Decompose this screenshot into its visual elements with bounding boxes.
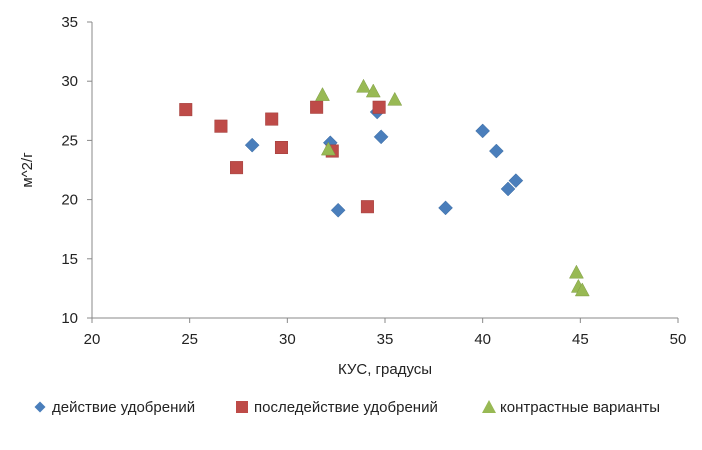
x-tick-label: 35	[377, 331, 394, 348]
data-point	[569, 264, 584, 279]
y-tick-label: 20	[61, 192, 78, 209]
x-tick-label: 20	[84, 331, 101, 348]
data-point	[475, 123, 491, 139]
data-point	[214, 119, 228, 133]
legend-marker	[482, 400, 496, 413]
data-point	[179, 103, 193, 117]
axes	[87, 21, 679, 323]
data-point	[372, 100, 386, 114]
x-tick-label: 40	[474, 331, 491, 348]
x-tick-label: 30	[279, 331, 296, 348]
data-point	[330, 202, 346, 218]
data-point	[315, 87, 330, 101]
legend-label: контрастные варианты	[500, 399, 660, 416]
x-tick-label: 45	[572, 331, 589, 348]
data-point	[365, 83, 381, 98]
data-point	[244, 137, 260, 153]
data-point	[320, 141, 336, 156]
data-point	[310, 100, 324, 114]
data-point	[373, 129, 389, 145]
data-point	[508, 173, 524, 189]
y-tick-label: 10	[61, 310, 78, 327]
y-axis-title: м^2/г	[19, 152, 36, 188]
data-points	[179, 78, 590, 297]
data-point	[230, 161, 244, 175]
data-point	[274, 141, 288, 155]
data-point	[360, 200, 374, 214]
y-tick-label: 30	[61, 73, 78, 90]
legend: действие удобрений последействие удобрени…	[34, 399, 660, 416]
data-point	[500, 181, 516, 197]
legend-label: действие удобрений	[52, 399, 195, 416]
x-tick-label: 25	[181, 331, 198, 348]
data-point	[438, 200, 453, 216]
x-tick-label: 50	[670, 331, 687, 348]
y-tick-label: 15	[61, 251, 78, 268]
y-tick-label: 35	[61, 14, 78, 31]
data-point	[387, 91, 403, 106]
legend-label: последействие удобрений	[254, 399, 438, 416]
y-tick-label: 25	[61, 132, 78, 149]
data-point	[356, 78, 371, 93]
legend-marker	[236, 401, 248, 413]
x-axis-title: КУС, градусы	[338, 361, 432, 378]
data-point	[265, 112, 279, 126]
data-point	[488, 143, 504, 159]
tick-labels: 20 25 30 35 40 45 50 10 15 20 25 30 35	[61, 14, 686, 348]
legend-marker	[34, 401, 46, 413]
data-point	[574, 282, 590, 297]
